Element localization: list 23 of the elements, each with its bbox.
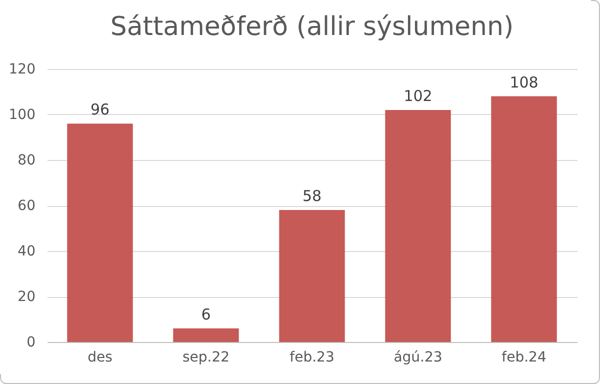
x-tick-label: des (88, 350, 112, 366)
x-tick-label: sep.22 (182, 350, 230, 366)
y-tick-label: 60 (18, 198, 36, 214)
data-label: 96 (90, 100, 110, 119)
y-tick-label: 20 (18, 289, 36, 305)
x-tick-label: feb.24 (502, 350, 546, 366)
bar (385, 110, 451, 342)
y-tick-label: 80 (18, 152, 36, 168)
y-tick-label: 120 (8, 62, 36, 78)
bar (279, 210, 345, 342)
chart-title: Sáttameðferð (allir sýslumenn) (110, 12, 514, 42)
bar (491, 96, 557, 342)
y-tick-label: 40 (18, 244, 36, 260)
x-tick-label: ágú.23 (394, 350, 442, 366)
bar (173, 328, 239, 342)
data-label: 108 (510, 73, 538, 92)
x-tick-label: feb.23 (290, 350, 334, 366)
data-label: 58 (302, 187, 322, 206)
y-tick-label: 100 (8, 107, 36, 123)
data-label: 102 (404, 86, 432, 105)
bar (67, 124, 133, 342)
data-label: 6 (201, 305, 211, 324)
y-tick-label: 0 (26, 334, 36, 350)
